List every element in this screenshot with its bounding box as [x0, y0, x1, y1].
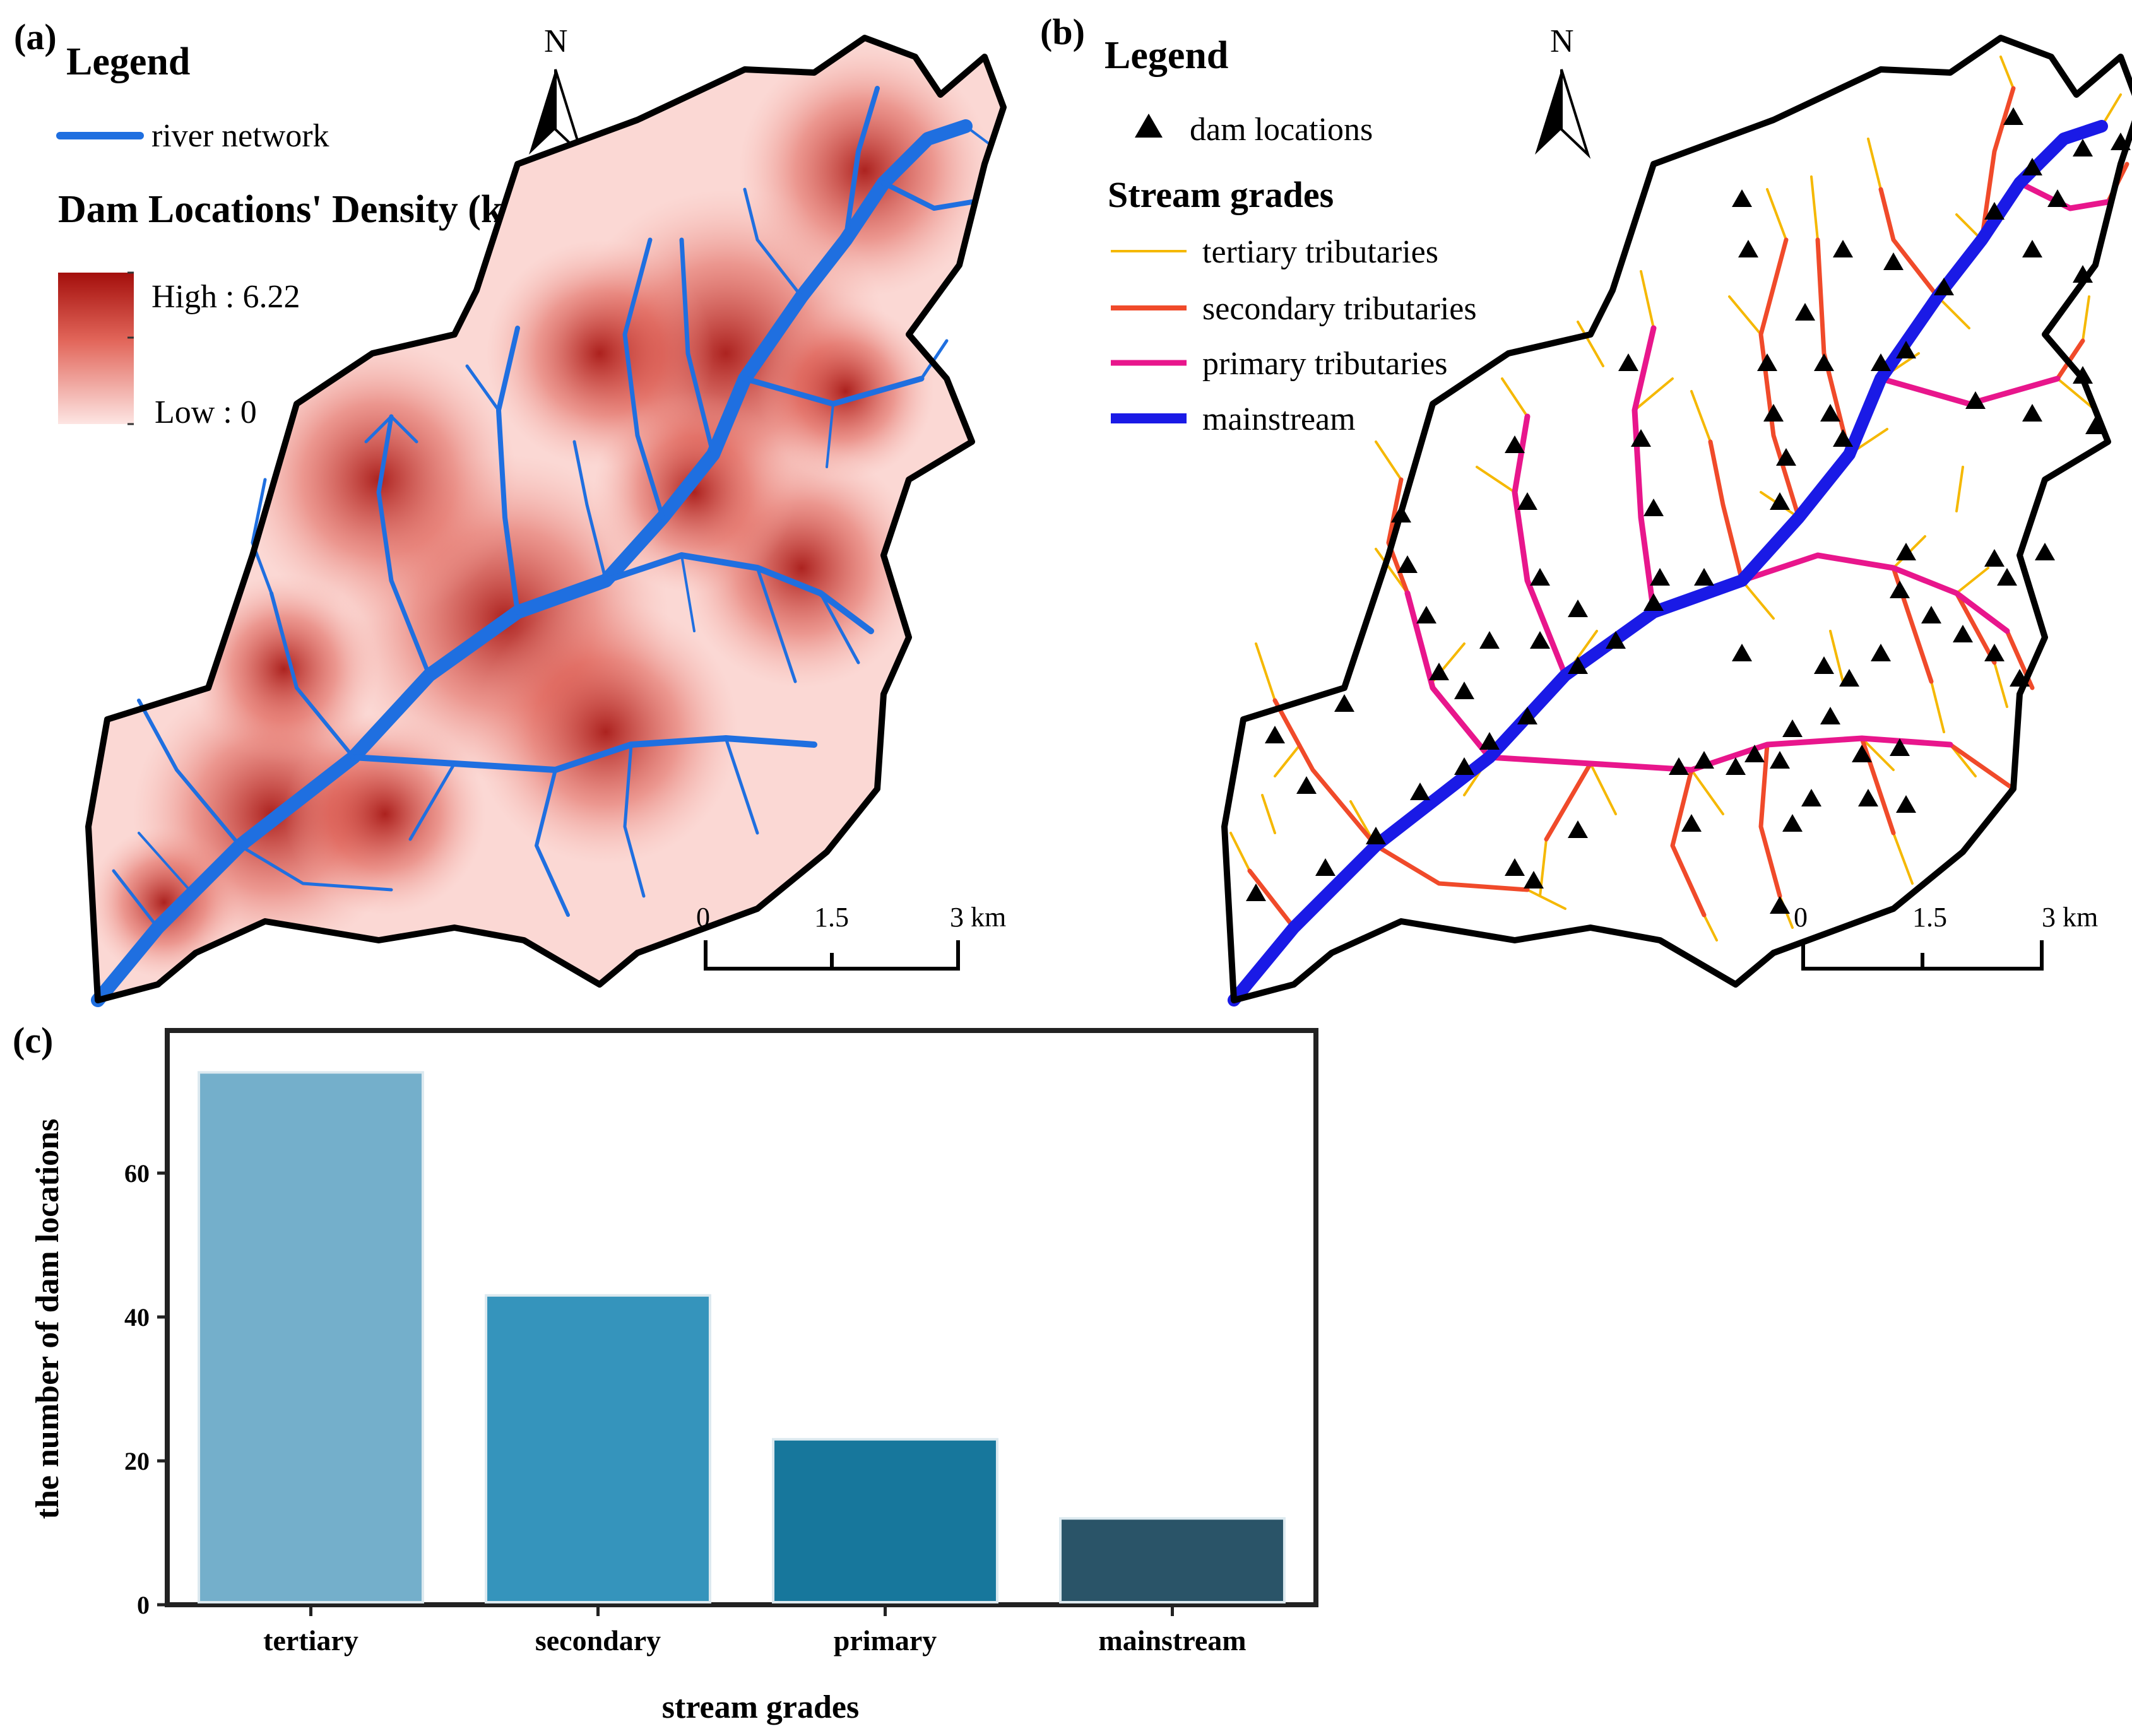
panel-a-basin-outline [85, 35, 1007, 1003]
mainstream-legend-label: mainstream [1202, 401, 1356, 437]
primary-streams [1404, 180, 2111, 773]
panel-c: (c) 0 20 40 60 tertiary secondary primary main… [13, 1020, 1318, 1725]
panel-a-scale-bar: 0 1.5 3 km [696, 902, 1006, 971]
svg-text:0: 0 [1794, 902, 1808, 933]
svg-text:N: N [1550, 23, 1574, 59]
north-arrow-icon: N [1535, 23, 1591, 159]
y-axis-ticks: 0 20 40 60 [124, 1159, 165, 1619]
panel-b-basin-outline [1221, 35, 2132, 1003]
density-color-ramp [58, 273, 134, 424]
x-tick-label-secondary: secondary [535, 1624, 661, 1656]
density-high-label: High : 6.22 [151, 279, 300, 315]
svg-text:N: N [544, 23, 568, 59]
panel-b-scale-bar: 0 1.5 3 km [1794, 902, 2098, 971]
x-axis-categories: tertiary secondary primary mainstream [263, 1607, 1247, 1656]
bar-series [198, 1071, 1286, 1604]
panel-b: (b) Legend dam locations Stream grades t… [1040, 11, 2132, 1007]
y-tick-label: 20 [124, 1447, 150, 1475]
density-low-label: Low : 0 [155, 394, 257, 430]
y-tick-label: 60 [124, 1159, 150, 1188]
bar-secondary [485, 1294, 711, 1604]
x-tick-label-mainstream: mainstream [1098, 1624, 1246, 1656]
y-tick-label: 0 [137, 1591, 150, 1619]
dam-legend-triangle-icon [1135, 114, 1163, 138]
dam-legend-label: dam locations [1190, 112, 1373, 148]
bar-mainstream [1059, 1517, 1286, 1603]
panel-b-legend-title: Legend [1104, 34, 1228, 77]
tertiary-streams [1229, 56, 2122, 942]
panel-b-map [1221, 35, 2132, 1007]
bar-primary [772, 1438, 998, 1604]
river-network [91, 86, 992, 1007]
y-axis-label: the number of dam locations [30, 1119, 66, 1520]
mainstream-stream [1228, 120, 2108, 1007]
stream-grades-title: Stream grades [1108, 174, 1334, 215]
svg-text:3 km: 3 km [950, 902, 1006, 933]
primary-legend-label: primary tributaries [1202, 346, 1447, 382]
x-axis-label: stream grades [662, 1689, 859, 1725]
panel-a-letter: (a) [14, 16, 57, 57]
north-arrow-icon: N [529, 23, 585, 159]
dam-markers [1246, 107, 2131, 914]
bar-tertiary [198, 1071, 424, 1603]
x-tick-label-tertiary: tertiary [263, 1624, 358, 1656]
svg-text:3 km: 3 km [2042, 902, 2098, 933]
x-tick-label-primary: primary [834, 1624, 937, 1656]
panel-a: (a) Legend river network Dam Locations' … [14, 16, 1007, 1007]
svg-text:0: 0 [696, 902, 710, 933]
svg-text:1.5: 1.5 [814, 902, 849, 933]
svg-text:1.5: 1.5 [1912, 902, 1947, 933]
river-legend-label: river network [151, 118, 329, 154]
y-tick-label: 40 [124, 1303, 150, 1332]
panel-a-legend-title: Legend [66, 40, 190, 83]
density-legend-title: Dam Locations' Density (km²) [58, 188, 560, 231]
panel-b-letter: (b) [1040, 11, 1085, 52]
secondary-legend-label: secondary tributaries [1202, 291, 1477, 327]
panel-c-letter: (c) [13, 1020, 53, 1061]
tertiary-legend-label: tertiary tributaries [1202, 234, 1438, 270]
